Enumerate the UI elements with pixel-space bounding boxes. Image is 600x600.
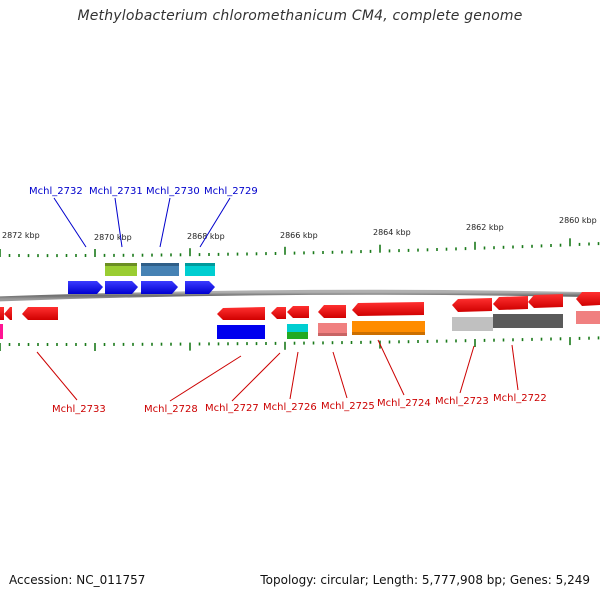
feature-box-mchl-2730[interactable] [141, 263, 179, 276]
gene-label[interactable]: Mchl_2726 [263, 402, 317, 413]
callout-line [169, 355, 242, 402]
callout-line [114, 197, 123, 248]
gene-arrow-mchl-2725[interactable] [318, 305, 346, 318]
callout-lines-reverse [36, 339, 519, 402]
feature-box-mchl-2728[interactable] [217, 325, 265, 339]
gene-label[interactable]: Mchl_2731 [89, 186, 143, 197]
callout-line [159, 197, 171, 248]
gene-arrow-mchl-2727[interactable] [271, 307, 286, 319]
genome-backbone [0, 289, 600, 302]
gene-arrow-mchl-2722[interactable] [493, 296, 528, 310]
gene-label[interactable]: Mchl_2723 [435, 396, 489, 407]
gene-arrow-mchl-2731[interactable] [105, 281, 138, 294]
feature-box-top [105, 263, 137, 266]
gene-label[interactable]: Mchl_2728 [144, 404, 198, 415]
gene-arrow-mchl-2724[interactable] [352, 302, 424, 316]
feature-box-mchl-2723[interactable] [452, 317, 493, 331]
gene-arrow-mchl-2728[interactable] [217, 307, 265, 320]
gene-arrow-mchl-2733[interactable] [22, 307, 58, 320]
callout-line [231, 352, 281, 402]
gene-arrow-edge[interactable] [0, 307, 4, 320]
callout-line [511, 344, 519, 391]
callout-line [53, 197, 87, 248]
feature-box-top [141, 263, 179, 266]
callout-line [289, 351, 299, 400]
callout-line [36, 351, 78, 401]
callout-line [377, 339, 405, 396]
gene-label[interactable]: Mchl_2730 [146, 186, 200, 197]
gene-label[interactable]: Mchl_2724 [377, 398, 431, 409]
gene-arrow-edge[interactable] [4, 307, 12, 320]
reverse-gene-labels: Mchl_2733 Mchl_2728 Mchl_2727 Mchl_2726 … [52, 393, 547, 415]
ruler-label: 2862 kbp [466, 223, 504, 232]
feature-box-mchl-2726-b[interactable] [287, 332, 308, 339]
ruler-ticks-bottom [0, 336, 600, 351]
reverse-strand [0, 292, 600, 339]
forward-strand [68, 263, 215, 294]
ruler-label: 2860 kbp [559, 216, 597, 225]
gene-label[interactable]: Mchl_2733 [52, 404, 106, 415]
ruler-labels: 2872 kbp 2870 kbp 2868 kbp 2866 kbp 2864… [2, 216, 597, 242]
feature-box-mchl-2729[interactable] [185, 263, 215, 276]
feature-box-bottom [318, 333, 347, 336]
gene-arrow-mchl-2721[interactable] [528, 294, 563, 308]
feature-box-mchl-2731[interactable] [105, 263, 137, 276]
ruler-ticks-top [0, 238, 600, 258]
accession-label: Accession: NC_011757 [9, 573, 146, 587]
genome-summary: Topology: circular; Length: 5,777,908 bp… [260, 573, 590, 587]
callout-line [332, 351, 348, 399]
ruler-label: 2866 kbp [280, 231, 318, 240]
feature-box-mchl-2725[interactable] [318, 323, 347, 336]
gene-arrow-mchl-2730[interactable] [141, 281, 178, 294]
callout-line [199, 197, 231, 248]
feature-box-right-edge [576, 311, 600, 324]
feature-box-mchl-2722[interactable] [493, 314, 563, 328]
gene-label[interactable]: Mchl_2725 [321, 401, 375, 412]
genome-title: Methylobacterium chloromethanicum CM4, c… [77, 8, 523, 24]
ruler-label: 2870 kbp [94, 233, 132, 242]
gene-label[interactable]: Mchl_2727 [205, 403, 259, 414]
gene-arrow-mchl-2723[interactable] [452, 298, 492, 312]
gene-label[interactable]: Mchl_2722 [493, 393, 547, 404]
feature-box-bottom [352, 332, 425, 335]
gene-label[interactable]: Mchl_2732 [29, 186, 83, 197]
gene-arrow-mchl-2726[interactable] [287, 306, 309, 318]
gene-arrow-edge-right[interactable] [576, 292, 600, 306]
feature-box-left-edge [0, 324, 3, 339]
callout-line [459, 345, 475, 394]
gene-label[interactable]: Mchl_2729 [204, 186, 258, 197]
ruler-label: 2864 kbp [373, 228, 411, 237]
feature-box-mchl-2726[interactable] [287, 324, 308, 332]
feature-box-mchl-2724[interactable] [352, 321, 425, 335]
gene-arrow-mchl-2732[interactable] [68, 281, 103, 294]
feature-box-top [185, 263, 215, 266]
gene-arrow-mchl-2729[interactable] [185, 281, 215, 294]
ruler-label: 2872 kbp [2, 231, 40, 240]
callout-lines-forward [53, 197, 231, 248]
forward-gene-labels: Mchl_2732 Mchl_2731 Mchl_2730 Mchl_2729 [29, 186, 258, 197]
